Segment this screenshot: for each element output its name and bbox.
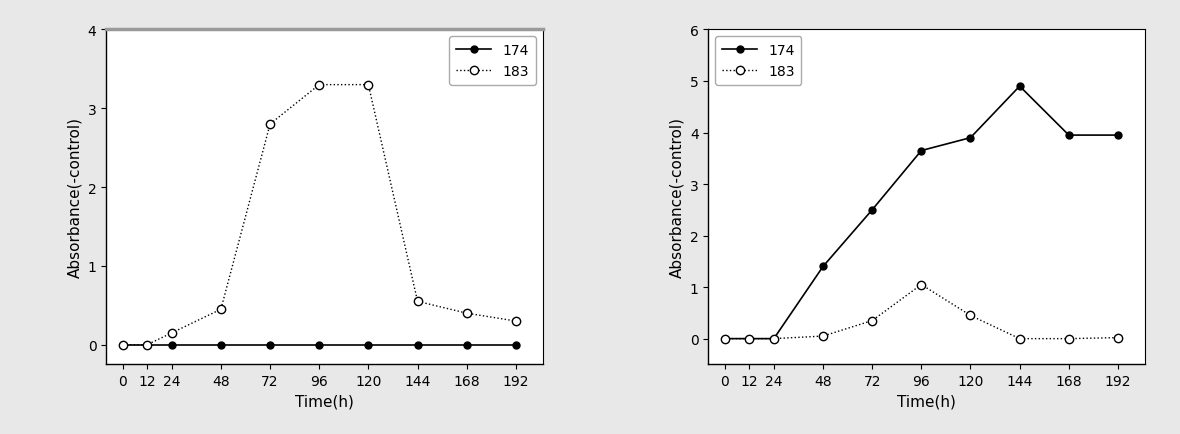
174: [263, 342, 277, 348]
183: [1012, 336, 1027, 342]
183: [263, 122, 277, 127]
183: [313, 83, 327, 88]
Y-axis label: Absorbance(-control): Absorbance(-control): [67, 117, 83, 278]
Line: 174: 174: [119, 342, 519, 349]
174: [717, 336, 732, 342]
174: [460, 342, 474, 348]
174: [963, 136, 977, 141]
174: [1012, 84, 1027, 89]
183: [865, 318, 879, 323]
183: [1110, 335, 1125, 340]
174: [815, 264, 830, 270]
183: [963, 313, 977, 318]
183: [815, 334, 830, 339]
Line: 174: 174: [721, 83, 1121, 342]
174: [742, 336, 756, 342]
174: [116, 342, 130, 348]
174: [914, 148, 929, 154]
Legend: 174, 183: 174, 183: [715, 37, 801, 86]
Y-axis label: Absorbance(-control): Absorbance(-control): [669, 117, 684, 278]
174: [411, 342, 425, 348]
174: [214, 342, 228, 348]
Legend: 174, 183: 174, 183: [450, 37, 536, 86]
183: [460, 311, 474, 316]
174: [361, 342, 375, 348]
174: [165, 342, 179, 348]
174: [767, 336, 781, 342]
183: [411, 299, 425, 304]
183: [361, 83, 375, 88]
183: [767, 336, 781, 342]
X-axis label: Time(h): Time(h): [897, 394, 956, 409]
183: [165, 331, 179, 336]
174: [313, 342, 327, 348]
183: [116, 342, 130, 348]
183: [914, 282, 929, 287]
Line: 183: 183: [118, 81, 520, 349]
183: [742, 336, 756, 342]
183: [140, 342, 155, 348]
174: [1110, 133, 1125, 138]
Line: 183: 183: [721, 281, 1122, 343]
X-axis label: Time(h): Time(h): [295, 394, 354, 409]
183: [509, 319, 523, 324]
183: [717, 336, 732, 342]
174: [1062, 133, 1076, 138]
183: [1062, 336, 1076, 342]
174: [509, 342, 523, 348]
183: [214, 307, 228, 312]
174: [865, 208, 879, 213]
174: [140, 342, 155, 348]
